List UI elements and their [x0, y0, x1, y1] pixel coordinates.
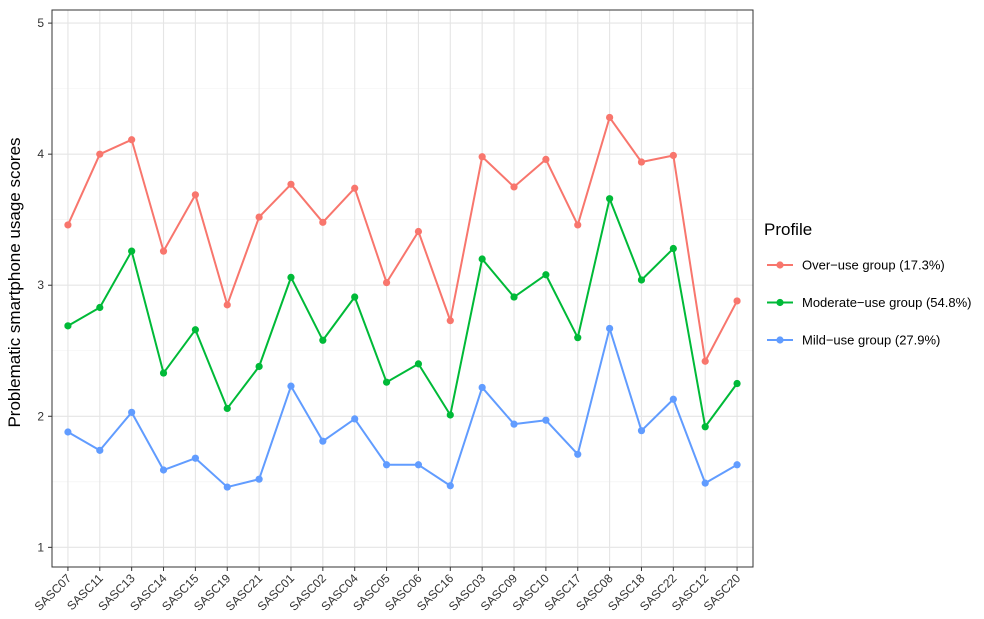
data-point [446, 411, 454, 419]
data-point [669, 395, 677, 403]
data-point [223, 301, 231, 309]
data-point [574, 221, 582, 229]
data-point [351, 415, 359, 423]
data-point [128, 408, 136, 416]
data-point [319, 336, 327, 344]
legend: Profile Over−use group (17.3%) Moderate−u… [764, 220, 971, 348]
data-point [637, 158, 646, 166]
data-point [574, 450, 582, 458]
legend-key-point [776, 336, 784, 344]
data-point [701, 357, 709, 365]
legend-label: Moderate−use group (54.8%) [802, 295, 971, 310]
data-point [414, 227, 423, 236]
data-point [542, 155, 550, 164]
data-point [733, 379, 741, 388]
data-point [159, 466, 168, 474]
data-point [510, 293, 518, 301]
data-point [510, 420, 518, 428]
data-point [255, 362, 263, 371]
data-point [64, 428, 72, 436]
data-point [510, 183, 518, 191]
data-point [223, 404, 231, 413]
data-point [319, 437, 327, 445]
data-point [382, 461, 391, 469]
data-point [319, 218, 327, 226]
data-point [351, 293, 359, 301]
data-point [446, 482, 454, 490]
data-point [159, 369, 168, 377]
series-line [67, 327, 738, 489]
plot-border [51, 9, 754, 568]
data-point [478, 255, 486, 263]
data-point [287, 180, 295, 188]
y-tick-label: 1 [37, 540, 44, 554]
data-point [606, 113, 614, 122]
x-axis-ticks: SASC07SASC11SASC13SASC14SASC15SASC19SASC… [32, 567, 743, 614]
data-point [701, 423, 709, 431]
data-point [382, 279, 391, 287]
data-point [606, 324, 614, 333]
data-point [64, 322, 72, 330]
data-point [96, 303, 104, 312]
data-point [64, 221, 72, 229]
legend-label: Mild−use group (27.9%) [802, 333, 940, 348]
data-point [701, 479, 709, 487]
data-point [446, 317, 454, 325]
data-point [351, 184, 359, 192]
y-tick-label: 5 [37, 16, 44, 30]
y-axis-ticks: 1 2 3 4 5 [37, 16, 52, 554]
data-point [287, 382, 295, 390]
data-point [637, 276, 646, 284]
y-tick-label: 3 [37, 278, 44, 292]
y-tick-label: 2 [37, 409, 44, 423]
y-axis-title: Problematic smartphone usage scores [5, 137, 24, 427]
data-point [287, 273, 295, 281]
data-point [255, 213, 263, 221]
data-point [223, 483, 231, 491]
data-point [669, 244, 677, 253]
data-point [382, 378, 391, 386]
data-point [478, 383, 486, 392]
legend-title: Profile [764, 220, 812, 239]
data-point [637, 427, 646, 435]
data-point [733, 297, 741, 305]
y-tick-label: 4 [37, 147, 44, 161]
data-point [96, 150, 104, 158]
data-point [414, 360, 423, 368]
series-line [67, 116, 738, 363]
data-point [191, 326, 199, 334]
data-point [414, 461, 423, 469]
data-point [478, 153, 486, 161]
data-point [542, 416, 550, 424]
data-point [128, 136, 136, 144]
data-point [542, 271, 550, 279]
data-point [159, 247, 168, 255]
data-point [606, 195, 614, 203]
data-point [255, 475, 263, 483]
series-line [67, 197, 738, 428]
data-point [574, 334, 582, 342]
data-point [96, 446, 104, 454]
legend-key-point [776, 298, 784, 307]
legend-key-point [776, 261, 784, 269]
data-point [128, 247, 136, 255]
data-point [191, 191, 199, 199]
data-point [733, 461, 741, 469]
legend-label: Over−use group (17.3%) [802, 258, 945, 273]
data-point [191, 454, 199, 462]
series-lines [64, 113, 741, 491]
grid-lines [52, 10, 753, 567]
data-point [669, 151, 677, 160]
